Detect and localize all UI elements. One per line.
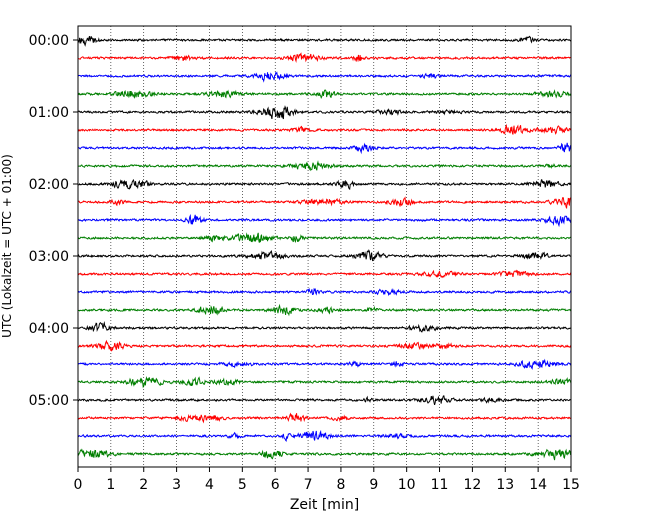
trace-14 [77,287,572,297]
y-tick-label-5: 05:00 [29,393,69,409]
x-tick-label-9: 9 [369,477,378,493]
x-tick-label-5: 5 [238,477,247,493]
trace-12 [77,249,572,262]
x-axis-ticks: 0 1 2 3 4 5 6 7 8 9 10 11 12 13 14 15 [74,467,580,493]
plot-frame [77,25,572,468]
trace-0 [77,35,572,47]
trace-18 [77,358,572,370]
trace-10 [77,213,572,228]
trace-5 [77,123,572,135]
trace-8 [77,178,572,190]
y-axis-label: UTC (Lokalzeit = UTC + 01:00) [0,154,14,338]
trace-20 [77,395,572,405]
trace-15 [77,303,572,317]
trace-17 [77,339,572,352]
x-tick-label-4: 4 [205,477,214,493]
x-tick-label-15: 15 [562,477,580,493]
y-tick-label-1: 01:00 [29,105,69,121]
x-tick-label-11: 11 [431,477,449,493]
trace-6 [77,142,572,155]
x-tick-label-12: 12 [463,477,481,493]
trace-22 [77,429,572,442]
x-tick-label-6: 6 [271,477,280,493]
x-tick-label-7: 7 [304,477,313,493]
trace-9 [77,196,572,210]
x-tick-label-3: 3 [172,477,181,493]
x-tick-label-0: 0 [74,477,83,493]
trace-23 [77,448,572,461]
traces-group [77,35,572,461]
trace-19 [77,376,572,389]
y-tick-label-2: 02:00 [29,177,69,193]
trace-3 [77,89,572,100]
x-tick-label-13: 13 [496,477,514,493]
y-tick-label-4: 04:00 [29,321,69,337]
x-tick-label-1: 1 [106,477,115,493]
trace-11 [77,232,572,244]
x-tick-label-8: 8 [336,477,345,493]
trace-13 [77,269,572,279]
y-tick-label-3: 03:00 [29,249,69,265]
x-axis-label: Zeit [min] [290,497,359,513]
trace-1 [77,52,572,63]
trace-4 [77,105,572,120]
trace-16 [77,321,572,333]
x-tick-label-14: 14 [529,477,547,493]
trace-2 [77,71,572,83]
x-tick-label-2: 2 [139,477,148,493]
x-tick-label-10: 10 [398,477,416,493]
y-tick-label-0: 00:00 [29,33,69,49]
trace-21 [77,412,572,424]
y-axis-ticks: 00:00 01:00 02:00 03:00 04:00 05:00 [29,33,78,409]
plot-area [78,26,571,467]
trace-7 [77,160,572,172]
